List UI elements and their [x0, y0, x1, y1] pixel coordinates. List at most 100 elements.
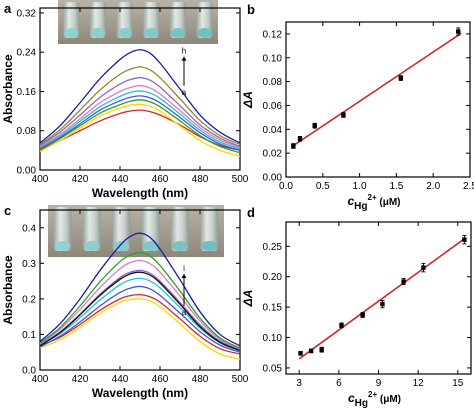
data-point	[421, 265, 426, 270]
data-point	[339, 323, 344, 328]
y-axis-label: ΔA	[241, 91, 255, 109]
panel-letter: a	[4, 1, 12, 16]
spectrum-line-1	[40, 298, 240, 360]
x-tick-label: 460	[152, 174, 169, 185]
data-point	[341, 112, 346, 118]
x-axis-label: Wavelength (nm)	[92, 386, 188, 400]
tube-liquid	[64, 28, 79, 38]
spectrum-line-5	[40, 269, 240, 351]
y-tick-label: 0.20	[263, 272, 283, 283]
spectrum-line-9	[40, 232, 240, 347]
data-point	[360, 312, 365, 318]
y-tick-label: 0.4	[22, 223, 36, 234]
y-tick-label: 0.02	[263, 149, 283, 160]
fit-line	[291, 32, 462, 148]
vial-photo	[58, 0, 218, 44]
plot-frame	[39, 7, 241, 171]
spectrum-line-3	[40, 99, 240, 154]
arrow-head	[181, 56, 187, 61]
spectrum-line-5	[40, 90, 240, 150]
tube-liquid	[201, 241, 218, 251]
x-tick-label: 500	[232, 174, 249, 185]
data-point	[398, 75, 404, 81]
tube-liquid	[144, 28, 159, 38]
arrow-label-bottom: a	[182, 308, 187, 317]
x-tick-label: 0.0	[279, 181, 293, 192]
x-label-main: c	[347, 194, 354, 208]
plot-frame	[285, 21, 471, 178]
x-tick-label: 9	[376, 378, 382, 389]
series-group	[40, 49, 240, 157]
arrow-label-bottom: a	[182, 88, 187, 97]
y-tick-label: 0.00	[263, 173, 283, 184]
data-point	[380, 301, 385, 307]
arrow-head	[181, 274, 187, 278]
data-point	[456, 29, 461, 34]
x-label-sub: Hg	[355, 398, 368, 409]
spectrum-line-2	[40, 293, 240, 355]
arrow-label-top: i	[183, 264, 185, 273]
spectrum-line-1	[40, 109, 240, 151]
x-axis-label: Wavelength (nm)	[92, 186, 188, 200]
data-point	[312, 123, 317, 128]
test-tube	[83, 207, 101, 251]
y-axis-label: Absorbance	[1, 54, 15, 124]
x-label-main: c	[348, 391, 355, 405]
x-label-sup: 2+	[368, 193, 377, 202]
y-tick-label: 0.06	[263, 101, 283, 112]
x-label-sub: Hg	[354, 201, 367, 212]
tube-liquid	[91, 28, 105, 38]
plot-frame	[39, 209, 241, 371]
arrow-label-top: h	[182, 47, 186, 56]
y-tick-label: 0.08	[17, 126, 37, 137]
x-tick-label: 1.0	[353, 181, 367, 192]
x-tick-label: 1.5	[389, 181, 403, 192]
y-tick-label: 0.00	[17, 166, 37, 177]
y-axis-label: ΔA	[241, 290, 255, 308]
tube-liquid	[197, 28, 212, 38]
test-tube	[53, 207, 72, 251]
plot-frame	[285, 221, 472, 375]
x-axis-label: cHg2+ (μM)	[347, 193, 400, 212]
y-tick-label: 0.08	[263, 77, 283, 88]
data-point	[298, 351, 303, 356]
tube-liquid	[84, 241, 100, 251]
panel-b: 0.0 0.5 1.0 1.5 2.0 2.5 0.00 0.02 0.04 0.06 0.08 0.…	[241, 2, 474, 212]
panel-letter: c	[4, 203, 11, 218]
panel-d: 3 6 9 12 15 0.05 0.10 0.15 0.20 0.25 ΔA cHg2+ (μM) d	[241, 205, 472, 409]
x-tick-label: 500	[232, 374, 249, 385]
data-point	[308, 348, 314, 354]
spectrum-line-8	[40, 66, 240, 146]
x-tick-label: 2.5	[463, 181, 474, 192]
y-tick-label: 0.12	[263, 29, 283, 40]
y-tick-label: 0.10	[263, 53, 283, 64]
tube-liquid	[142, 241, 159, 251]
x-label-unit: (μM)	[377, 197, 401, 208]
spectrum-line-4	[40, 277, 240, 352]
x-tick-label: 420	[72, 174, 89, 185]
x-tick-label: 480	[192, 374, 209, 385]
y-axis-label: Absorbance	[1, 255, 15, 325]
panel-letter: d	[247, 205, 255, 220]
test-tube	[171, 207, 189, 251]
tube-liquid	[54, 241, 71, 251]
data-point	[462, 237, 467, 242]
test-tube	[200, 207, 219, 251]
test-tube	[141, 207, 160, 251]
spectrum-line-9	[40, 49, 240, 144]
vial-photo	[48, 205, 224, 257]
y-tick-label: 0.24	[17, 48, 37, 59]
y-tick-label: 0.3	[22, 259, 36, 270]
y-tick-label: 0.0	[22, 366, 36, 377]
x-tick-label: 400	[32, 174, 49, 185]
x-tick-label: 2.0	[426, 181, 440, 192]
spectrum-line-4	[40, 95, 240, 151]
x-label-sup: 2+	[368, 390, 377, 399]
x-tick-label: 440	[112, 174, 129, 185]
y-tick-label: 0.16	[17, 87, 37, 98]
x-tick-label: 400	[32, 374, 49, 385]
y-tick-label: 0.32	[17, 8, 37, 19]
series-group	[40, 232, 240, 360]
tube-liquid	[172, 241, 188, 251]
